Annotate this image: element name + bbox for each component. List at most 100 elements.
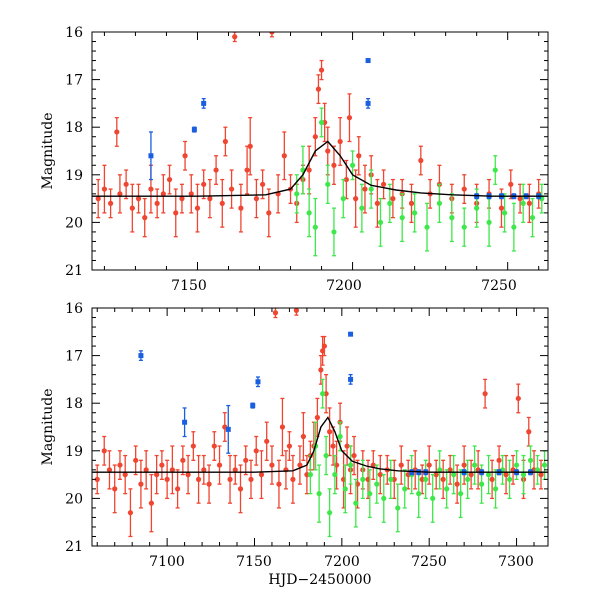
marker <box>175 486 181 492</box>
top-data-point-blue <box>201 97 207 109</box>
top-data-point-red <box>374 178 380 228</box>
top-data-point-green <box>511 202 517 252</box>
marker <box>237 486 244 492</box>
marker <box>348 376 354 382</box>
marker <box>327 510 333 516</box>
marker <box>138 353 144 359</box>
bottom-y-axis: Magnitude 16 17 18 19 20 21 <box>40 301 83 555</box>
bottom-data-point-red <box>127 488 134 538</box>
bottom-data-point-red <box>290 454 296 504</box>
top-data-point-red <box>318 59 325 81</box>
bottom-data-point-red <box>321 335 327 357</box>
marker <box>526 429 532 435</box>
marker <box>501 210 508 216</box>
marker <box>201 181 207 187</box>
bottom-x-axis-title: HJD−2450000 <box>268 572 371 588</box>
marker <box>323 452 329 459</box>
top-data-point-red <box>101 164 108 214</box>
marker <box>135 196 142 202</box>
bottom-axes-frame <box>91 307 549 547</box>
top-x-axis: 7150 7200 7250 <box>171 278 517 294</box>
marker <box>353 500 359 506</box>
bottom-data-point-red <box>206 464 212 504</box>
bottom-data-point-red <box>169 445 175 495</box>
marker <box>190 443 196 449</box>
marker <box>418 157 424 164</box>
top-data-point-red <box>201 169 207 200</box>
bottom-data-point-red <box>426 445 432 485</box>
bottom-data-point-green <box>320 378 326 409</box>
bottom-plot-area <box>92 308 548 538</box>
top-model-curve <box>92 140 548 197</box>
marker <box>424 224 430 230</box>
top-tick-marks <box>92 31 548 271</box>
bottom-data-point-green <box>451 454 457 495</box>
top-data-point-red <box>179 183 185 214</box>
bottom-data-point-red <box>526 416 532 447</box>
bottom-data-point-red <box>503 454 509 495</box>
marker <box>106 467 113 473</box>
bottom-data-point-red <box>538 459 544 490</box>
bottom-y-tick-label: 20 <box>65 491 83 507</box>
bottom-y-tick-label: 21 <box>65 539 83 555</box>
bottom-data-point-red <box>327 407 333 457</box>
marker <box>269 462 275 468</box>
marker <box>133 457 139 463</box>
marker <box>454 481 460 487</box>
marker <box>511 224 517 230</box>
bottom-data-point-green <box>353 478 359 528</box>
bottom-data-point-red <box>412 450 418 490</box>
top-data-point-red <box>188 174 194 214</box>
marker <box>188 191 194 197</box>
marker <box>409 469 415 475</box>
top-data-point-green <box>412 193 418 233</box>
top-data-point-red <box>526 183 532 224</box>
bottom-data-point-red <box>117 450 123 481</box>
bottom-data-point-green <box>374 464 380 504</box>
bottom-data-point-red <box>112 464 118 514</box>
top-data-point-red <box>461 174 467 205</box>
marker <box>281 153 287 159</box>
marker <box>148 500 155 506</box>
bottom-data-point-blue <box>255 376 261 388</box>
top-data-point-red <box>244 145 250 195</box>
marker <box>247 143 253 149</box>
marker <box>232 467 238 473</box>
bottom-data-point-red <box>264 421 270 461</box>
marker <box>447 467 453 473</box>
bottom-data-point-red <box>143 450 149 490</box>
top-y-tick-label: 19 <box>65 168 83 184</box>
marker <box>362 186 368 192</box>
bottom-x-axis: 7100 7150 7200 7250 7300 HJD−2450000 <box>149 554 534 588</box>
marker <box>182 419 188 425</box>
bottom-x-tick-label: 7300 <box>498 554 534 570</box>
marker <box>387 200 393 206</box>
top-data-point-red <box>247 117 253 176</box>
marker <box>472 462 478 468</box>
bottom-x-tick-label: 7150 <box>236 554 272 570</box>
top-x-tick-label: 7250 <box>481 278 517 294</box>
top-series-green <box>294 107 545 257</box>
bottom-data-point-red <box>279 397 286 457</box>
top-data-point-blue <box>148 131 154 181</box>
marker <box>440 476 446 482</box>
marker <box>297 462 303 468</box>
bottom-data-point-red <box>283 450 289 490</box>
top-data-point-red <box>194 183 201 233</box>
top-data-point-red <box>160 174 166 214</box>
top-data-point-red <box>129 183 135 233</box>
marker <box>306 167 312 173</box>
top-data-point-red <box>228 169 235 209</box>
marker <box>430 495 436 501</box>
bottom-data-point-blue <box>182 407 188 438</box>
top-plot-area <box>92 32 548 257</box>
top-x-tick-label: 7200 <box>326 278 362 294</box>
bottom-data-point-red <box>398 445 404 485</box>
marker <box>342 486 348 492</box>
marker <box>179 196 185 202</box>
bottom-data-point-red <box>253 435 259 466</box>
top-data-point-red <box>408 183 415 224</box>
bottom-data-point-blue <box>138 350 144 362</box>
top-panel: Magnitude 16 17 18 19 20 21 7150 7200 72… <box>40 25 549 294</box>
top-data-point-red <box>117 174 123 214</box>
